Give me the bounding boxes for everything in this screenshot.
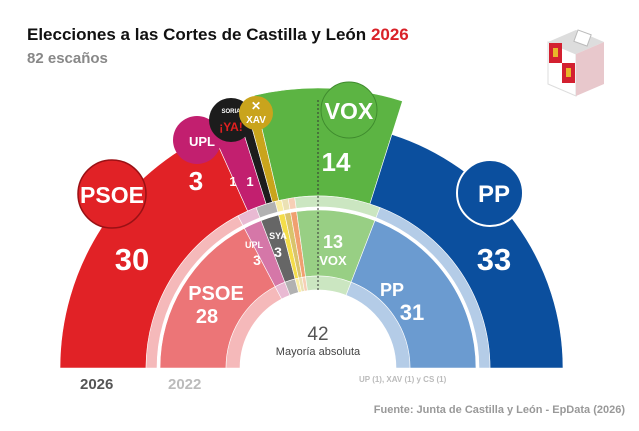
label-xav-2026: 1: [246, 174, 253, 189]
pp-logo-text: PP: [478, 181, 510, 208]
vox-logo: VOX: [320, 81, 378, 139]
pale-band-outer-pp: [375, 207, 491, 369]
majority-value: 42: [307, 324, 328, 345]
source: Fuente: Junta de Castilla y León - EpDat…: [373, 404, 625, 416]
label-sya-2022-name: SYA: [269, 231, 287, 241]
upl-logo-text: UPL: [189, 134, 215, 149]
xav-cross-icon: ✕: [251, 99, 261, 113]
label-vox-2026: 14: [322, 147, 351, 177]
label-upl-2022: 3: [253, 252, 261, 268]
label-sya-2022: 3: [274, 244, 282, 260]
soria-logo-top-text: SORIA: [221, 109, 241, 115]
label-sya-2026: 1: [229, 174, 236, 189]
label-psoe-2026: 30: [115, 242, 149, 277]
title-year: 2026: [370, 25, 409, 44]
center-hole: [240, 290, 396, 431]
chart-subtitle: 82 escaños: [27, 50, 108, 67]
year-label-2022: 2022: [168, 376, 202, 393]
upl-logo: UPL: [173, 116, 221, 164]
majority-label: Mayoría absoluta: [276, 346, 361, 358]
label-psoe-2022: 28: [196, 306, 218, 328]
label-upl-2022-name: UPL: [245, 240, 264, 250]
xav-logo: ✕ XAV: [239, 96, 273, 130]
label-pp-2022: 31: [400, 300, 424, 325]
label-vox-2022-name: VOX: [319, 253, 347, 268]
xav-logo-text: XAV: [246, 115, 266, 126]
psoe-logo-text: PSOE: [80, 182, 144, 208]
pp-logo: PP: [456, 159, 524, 227]
year-label-2026: 2026: [80, 376, 114, 393]
title-text: Elecciones a las Cortes de Castilla y Le…: [27, 25, 367, 44]
soria-logo-text: ¡YA!: [219, 120, 243, 134]
psoe-logo: PSOE: [77, 159, 147, 229]
chart-title: Elecciones a las Cortes de Castilla y Le…: [27, 25, 409, 45]
label-pp-2022-name: PP: [380, 280, 404, 300]
label-upl-2026: 3: [189, 166, 203, 196]
label-psoe-2022-name: PSOE: [188, 283, 244, 305]
label-pp-2026: 33: [477, 242, 511, 277]
vox-logo-text: VOX: [325, 98, 374, 124]
footnote: UP (1), XAV (1) y CS (1): [359, 375, 447, 384]
label-vox-2022: 13: [323, 232, 343, 252]
ballot-box-icon: [547, 29, 604, 97]
